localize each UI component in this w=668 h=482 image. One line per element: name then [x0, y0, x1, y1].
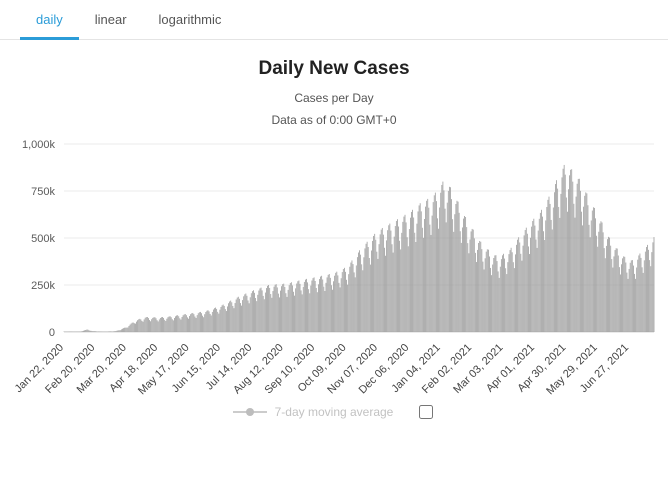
- moving-average-checkbox[interactable]: [419, 405, 434, 420]
- svg-text:500k: 500k: [31, 233, 55, 245]
- chart-tabs: daily linear logarithmic: [0, 0, 668, 40]
- chart-title: Daily New Cases: [258, 58, 410, 79]
- moving-average-line-icon: [232, 408, 267, 417]
- svg-text:1,000k: 1,000k: [22, 139, 56, 151]
- tab-logarithmic[interactable]: logarithmic: [158, 12, 222, 27]
- legend-item-moving-average[interactable]: 7-day moving average: [232, 405, 394, 420]
- tab-linear[interactable]: linear: [94, 12, 127, 27]
- chart-subtitle: Cases per Day: [294, 91, 374, 105]
- daily-new-cases-card: Daily New Cases Cases per Day Data as of…: [0, 40, 668, 422]
- chart-legend: 7-day moving average: [0, 402, 668, 422]
- tab-daily[interactable]: daily: [20, 0, 79, 40]
- svg-text:0: 0: [49, 327, 55, 339]
- svg-text:750k: 750k: [31, 186, 55, 198]
- legend-label: 7-day moving average: [274, 405, 394, 420]
- svg-text:250k: 250k: [31, 280, 55, 292]
- chart-data-note: Data as of 0:00 GMT+0: [271, 113, 397, 128]
